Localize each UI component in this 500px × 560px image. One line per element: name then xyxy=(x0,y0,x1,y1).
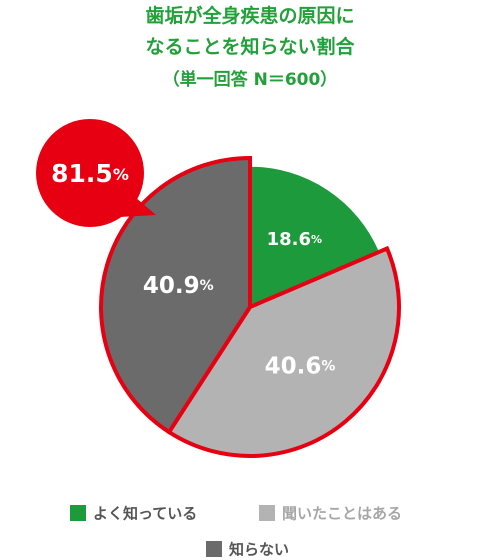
callout-pointer xyxy=(120,197,156,217)
chart-title: 歯垢が全身疾患の原因に なることを知らない割合 （単一回答 N＝600） xyxy=(145,4,355,90)
legend-swatch-0 xyxy=(70,505,86,521)
chart-title-line-2: なることを知らない割合 xyxy=(145,35,355,58)
slice-label-1-unit: % xyxy=(321,358,335,374)
slice-label-2-unit: % xyxy=(200,278,214,294)
callout-label-value: 81.5 xyxy=(51,159,113,188)
slice-label-2: 40.9% xyxy=(143,272,214,298)
chart-subtitle: （単一回答 N＝600） xyxy=(163,69,338,90)
callout-label: 81.5% xyxy=(51,159,129,188)
slice-label-1: 40.6% xyxy=(265,353,336,379)
slice-labels: 18.6%40.6%40.9% xyxy=(143,229,335,379)
legend-swatch-2 xyxy=(206,541,222,557)
callout-label-unit: % xyxy=(113,165,129,184)
slice-label-0: 18.6% xyxy=(267,229,322,250)
slice-label-0-value: 18.6 xyxy=(267,229,311,250)
pie-slices xyxy=(99,155,401,458)
legend-label-0: よく知っている xyxy=(93,505,197,523)
legend-label-2: 知らない xyxy=(229,541,289,559)
slice-label-0-unit: % xyxy=(311,233,322,246)
callout-bubble xyxy=(36,119,144,227)
legend-swatch-1 xyxy=(259,505,275,521)
highlight-callout: 81.5% xyxy=(36,119,156,227)
slice-label-1-value: 40.6 xyxy=(265,353,322,379)
slice-label-2-value: 40.9 xyxy=(143,272,200,298)
legend-label-1: 聞いたことはある xyxy=(282,505,402,523)
chart-title-line-1: 歯垢が全身疾患の原因に xyxy=(145,4,354,27)
slice-1 xyxy=(166,245,401,458)
slice-2 xyxy=(99,155,252,435)
slice-0 xyxy=(249,165,381,309)
